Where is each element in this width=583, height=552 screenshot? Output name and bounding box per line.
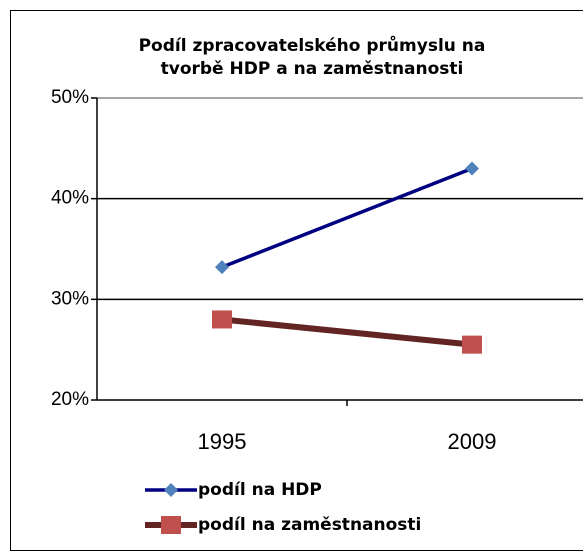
series-line	[221, 166, 473, 269]
legend-label: podíl na HDP	[198, 480, 322, 500]
x-tick-label: 2009	[448, 429, 497, 454]
y-tick-label: 40%	[51, 188, 89, 209]
chart-border	[10, 10, 583, 551]
legend-label: podíl na zaměstnanosti	[198, 515, 421, 535]
data-point	[465, 161, 479, 176]
series-line	[221, 316, 473, 348]
data-point	[462, 335, 482, 354]
y-tick-label: 50%	[51, 87, 89, 108]
chart-title: Podíl zpracovatelského průmyslu na	[139, 34, 486, 56]
data-point	[215, 260, 229, 275]
y-tick-label: 20%	[51, 389, 89, 410]
legend-marker	[164, 483, 178, 497]
x-tick-label: 1995	[198, 429, 247, 454]
data-point	[212, 310, 232, 329]
y-tick-label: 30%	[51, 288, 89, 309]
chart-title: tvorbě HDP a na zaměstnanosti	[161, 59, 464, 79]
legend-marker	[161, 516, 181, 534]
